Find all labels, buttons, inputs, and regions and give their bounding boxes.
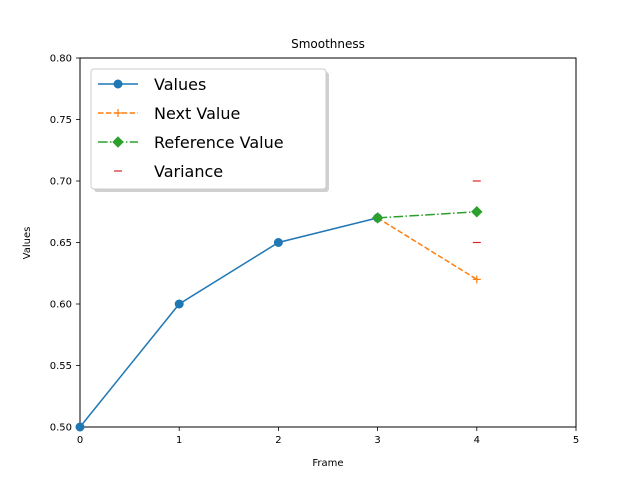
y-tick-label: 0.65 — [50, 238, 72, 249]
series-values — [75, 213, 383, 432]
series-line — [79, 217, 378, 428]
x-tick-label: 2 — [275, 435, 281, 446]
series-line — [377, 217, 478, 281]
series-line — [377, 211, 477, 219]
data-point-marker — [75, 422, 85, 432]
x-tick-label: 0 — [77, 435, 83, 446]
series-variance — [472, 180, 481, 244]
legend-box — [90, 68, 327, 190]
legend-marker — [112, 136, 124, 148]
data-point-marker — [371, 212, 384, 224]
legend-entry: Reference Value — [98, 133, 284, 152]
y-tick-label: 0.75 — [50, 115, 72, 126]
data-point-marker — [174, 299, 184, 309]
x-tick-label: 1 — [176, 435, 182, 446]
y-tick-label: 0.50 — [50, 423, 72, 434]
data-point-marker — [471, 206, 483, 218]
legend-marker — [113, 79, 123, 89]
series-reference-value — [371, 206, 483, 224]
y-axis-label: Values — [22, 227, 33, 260]
y-tick-label: 0.80 — [50, 54, 72, 65]
legend-entry: Next Value — [98, 104, 240, 123]
legend-marker — [114, 109, 122, 117]
legend-label: Reference Value — [154, 133, 284, 152]
legend-label: Values — [154, 75, 206, 94]
chart-title: Smoothness — [291, 37, 365, 51]
legend-label: Next Value — [154, 104, 240, 123]
y-tick-label: 0.60 — [50, 300, 72, 311]
legend-label: Variance — [154, 162, 223, 181]
legend-entry: Variance — [114, 162, 223, 181]
x-tick-label: 5 — [573, 435, 579, 446]
data-point-marker — [273, 238, 283, 247]
series-layer — [75, 180, 483, 432]
x-tick-label: 3 — [374, 435, 380, 446]
x-tick-label: 4 — [474, 435, 480, 446]
legend-entry: Values — [98, 75, 206, 94]
legend: Values Next Value Reference Value Variance — [90, 68, 329, 192]
x-axis-label: Frame — [312, 458, 343, 469]
data-point-marker — [472, 275, 481, 284]
y-tick-label: 0.55 — [50, 361, 72, 372]
y-tick-label: 0.70 — [50, 177, 72, 188]
